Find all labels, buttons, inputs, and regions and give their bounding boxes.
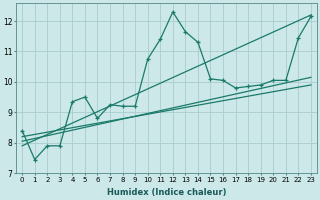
X-axis label: Humidex (Indice chaleur): Humidex (Indice chaleur) — [107, 188, 226, 197]
